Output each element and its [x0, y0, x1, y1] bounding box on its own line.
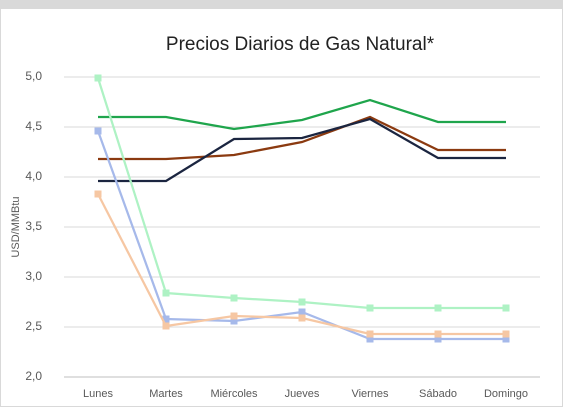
x-tick-label: Martes [149, 388, 183, 400]
x-tick-label: Lunes [83, 388, 113, 400]
y-axis-label: USD/MMBtu [10, 196, 22, 257]
point-marker [230, 312, 238, 320]
x-tick-label: Jueves [285, 388, 320, 400]
y-tick-label: 2,5 [25, 319, 42, 333]
point-marker [434, 304, 442, 312]
point-marker [94, 127, 102, 135]
point-marker [502, 330, 510, 338]
x-tick-label: Miércoles [210, 388, 258, 400]
point-marker [162, 289, 170, 297]
x-tick-label: Viernes [351, 388, 389, 400]
point-marker [366, 335, 374, 343]
point-marker [94, 74, 102, 82]
y-tick-label: 3,0 [25, 269, 42, 283]
point-marker [298, 298, 306, 306]
point-marker [162, 322, 170, 330]
y-tick-label: 4,5 [25, 119, 42, 133]
series-line [98, 117, 506, 183]
point-marker [434, 330, 442, 338]
point-marker [366, 304, 374, 312]
point-marker [162, 315, 170, 323]
chart-frame [0, 8, 563, 407]
point-marker [298, 308, 306, 316]
point-marker [434, 335, 442, 343]
chart-title: Precios Diarios de Gas Natural* [166, 34, 435, 55]
top-bar [0, 0, 563, 8]
point-marker [502, 335, 510, 343]
y-tick-label: 4,0 [25, 169, 42, 183]
y-tick-label: 3,5 [25, 219, 42, 233]
point-marker [230, 317, 238, 325]
point-marker [502, 304, 510, 312]
y-tick-label: 2,0 [25, 369, 42, 383]
point-marker [298, 314, 306, 322]
series-line [98, 98, 506, 131]
point-marker [94, 190, 102, 198]
x-tick-label: Domingo [484, 388, 528, 400]
x-tick-label: Sábado [419, 388, 457, 400]
series-line [98, 115, 506, 161]
point-marker [366, 330, 374, 338]
y-tick-label: 5,0 [25, 69, 42, 83]
point-marker [230, 294, 238, 302]
